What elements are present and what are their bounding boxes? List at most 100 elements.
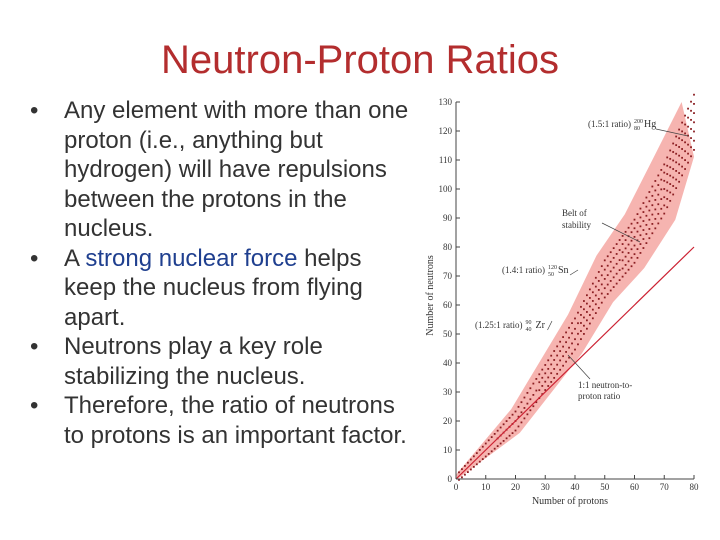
nuclide-dot — [678, 146, 681, 148]
nuclide-dot — [690, 109, 692, 112]
y-tick-label: 10 — [443, 445, 453, 455]
nuclide-dot — [588, 305, 591, 308]
nuclide-dot — [666, 164, 669, 167]
nuclide-dot — [568, 326, 570, 329]
y-tick-label: 100 — [439, 184, 453, 194]
nuclide-dot — [648, 218, 651, 221]
nuclide-dot — [487, 452, 490, 455]
nuclide-dot — [565, 351, 567, 353]
nuclide-dot — [639, 252, 642, 254]
nuclide-dot — [464, 465, 466, 467]
nuclide-dot — [556, 345, 559, 348]
nuclide-dot — [645, 196, 648, 199]
nuclide-dot — [606, 255, 609, 258]
nuclide-dot — [597, 271, 600, 273]
nuclide-dot — [505, 437, 508, 440]
nuclide-dot — [553, 376, 556, 379]
nuclide-dot — [621, 235, 624, 237]
nuclide-dot — [645, 233, 648, 235]
nuclide-dot — [657, 184, 660, 186]
nuclide-dot — [562, 336, 564, 338]
nuclide-dot — [609, 280, 612, 282]
bullet-dot: • — [30, 244, 39, 272]
nuclide-dot — [657, 174, 660, 177]
nuclide-dot — [636, 248, 639, 251]
nuclide-dot — [618, 259, 621, 261]
nuclide-dot — [469, 468, 472, 471]
nuclide-dot — [541, 385, 544, 387]
nuclide-dot — [615, 262, 618, 265]
nuclide-dot — [461, 476, 463, 479]
nuclide-dot — [609, 251, 612, 254]
nuclide-dot — [612, 286, 615, 288]
y-tick-label: 60 — [443, 300, 453, 310]
nuclide-dot — [687, 125, 689, 128]
nuclide-dot — [568, 346, 570, 349]
nuclide-dot — [684, 141, 686, 144]
nuclide-dot — [577, 311, 579, 314]
nuclide-dot — [544, 372, 547, 375]
bullet-text-pre: A — [64, 244, 86, 272]
slide-title: Neutron-Proton Ratios — [161, 38, 559, 82]
nuclide-dot — [493, 447, 496, 450]
nuclide-dot — [654, 199, 657, 201]
nuclide-dot — [484, 442, 487, 445]
nuclide-dot — [594, 312, 597, 314]
nuclide-dot — [583, 308, 585, 311]
nuclide-dot — [594, 303, 597, 306]
nuclide-dot — [681, 139, 683, 142]
nuclide-dot — [580, 314, 582, 316]
bullet-item: • Therefore, the ratio of neutrons to pro… — [28, 391, 418, 450]
nuclide-dot — [615, 272, 618, 275]
nuclide-dot — [630, 239, 633, 242]
y-tick-label: 120 — [439, 126, 453, 136]
nuclide-dot — [636, 230, 639, 233]
nuclide-dot — [648, 209, 651, 212]
nuclide-dot — [526, 413, 529, 416]
isotope-symbol: Zr — [536, 320, 546, 331]
nuclide-dot — [562, 364, 564, 367]
nuclide-dot — [541, 368, 544, 371]
nuclide-dot — [514, 410, 517, 413]
nuclide-dot — [538, 373, 541, 376]
nuclide-dot — [609, 260, 612, 263]
nuclide-dot — [583, 300, 585, 302]
x-axis-label: Number of protons — [532, 496, 608, 507]
nuclide-dot — [648, 237, 651, 240]
nuclide-dot — [559, 350, 562, 352]
nuclide-dot — [591, 300, 594, 302]
y-tick-label: 20 — [443, 416, 453, 426]
x-tick-label: 80 — [690, 482, 700, 492]
bullet-text-post: helps keep the nucleus from flying apart… — [64, 244, 363, 331]
nuclide-dot — [672, 159, 675, 162]
nuclide-dot — [535, 389, 538, 392]
nuclide-dot — [580, 330, 582, 332]
nuclide-dot — [630, 248, 633, 251]
nuclide-dot — [681, 121, 683, 124]
nuclide-dot — [660, 178, 663, 181]
nuclide-dot — [571, 332, 573, 335]
isotope-atomic-number: 50 — [548, 272, 554, 278]
nuclide-dot — [633, 253, 636, 256]
nuclide-dot — [678, 137, 681, 140]
nuclide-dot — [591, 308, 594, 311]
nuclide-dot — [675, 161, 678, 164]
nuclide-dot — [693, 112, 695, 114]
nuclide-dot — [490, 450, 493, 453]
nuclide-dot — [591, 282, 594, 285]
nuclide-dot — [618, 279, 621, 282]
nuclide-dot — [645, 242, 648, 245]
nuclide-dot — [597, 306, 600, 309]
nuclide-dot — [603, 278, 606, 280]
nuclide-dot — [544, 364, 547, 366]
nuclide-dot — [612, 256, 615, 259]
nuclide-dot — [687, 134, 689, 137]
nuclide-dot — [559, 368, 562, 371]
nuclide-dot — [484, 455, 487, 458]
nuclide-dot — [520, 401, 523, 404]
nuclide-dot — [624, 230, 627, 233]
nuclide-dot — [523, 396, 526, 399]
nuclide-dot — [633, 235, 636, 238]
